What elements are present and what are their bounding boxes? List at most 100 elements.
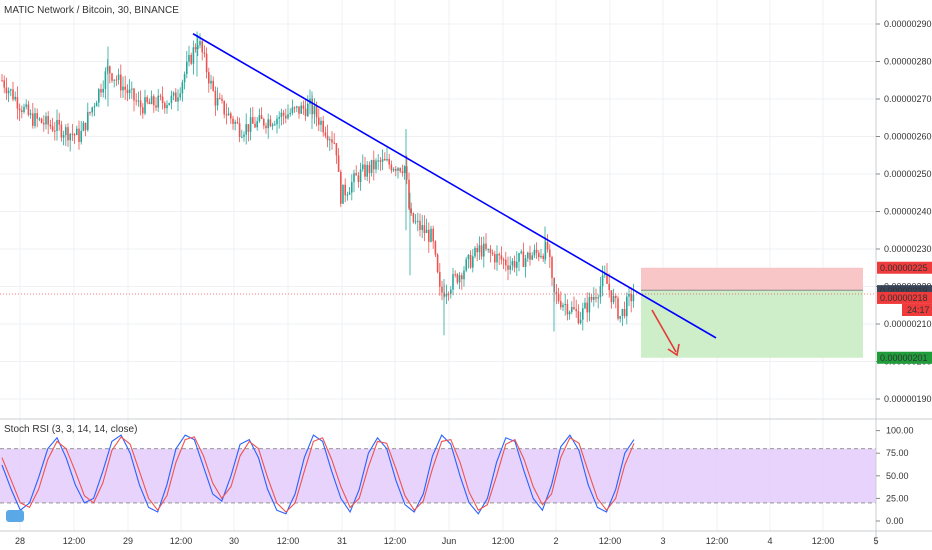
candle-body — [318, 117, 320, 125]
candle-body — [7, 90, 10, 94]
candle-body — [144, 97, 146, 114]
candle-body — [505, 259, 507, 266]
candle-body — [483, 243, 485, 257]
candle-body — [608, 283, 610, 291]
candle-body — [520, 251, 522, 254]
candle-body — [258, 115, 261, 122]
candle-body — [320, 120, 322, 125]
candle-body — [390, 164, 393, 171]
candle-body — [516, 261, 518, 268]
candle-body — [375, 160, 377, 170]
candle-body — [610, 290, 613, 303]
candle-body — [487, 248, 489, 250]
candle-body — [313, 105, 316, 115]
tradingview-logo-icon — [6, 510, 24, 522]
candle-body — [285, 115, 287, 119]
candle-body — [417, 220, 419, 222]
candle-body — [212, 80, 214, 91]
candle-body — [425, 229, 428, 234]
candle-body — [115, 79, 118, 81]
candle-body — [186, 61, 188, 75]
target-price-tag-bg — [877, 351, 932, 364]
candle-body — [304, 108, 307, 117]
forecast-arrowhead — [667, 343, 680, 357]
time-axis-label: 12:00 — [277, 536, 300, 546]
price-axis-label: 0.00000190 — [884, 394, 932, 404]
candle-body — [296, 106, 298, 108]
candle-body — [340, 171, 342, 204]
stop-price-tag: 0.00000225 — [880, 263, 928, 273]
candle-body — [73, 134, 76, 136]
candle-body — [3, 80, 5, 88]
candle-body — [359, 169, 362, 183]
candle-body — [146, 97, 148, 102]
candle-body — [606, 274, 608, 284]
candle-body — [342, 184, 344, 204]
candle-body — [274, 124, 276, 126]
candle-body — [324, 132, 327, 136]
candle-body — [23, 106, 25, 113]
candle-body — [509, 265, 511, 270]
candle-body — [527, 252, 529, 259]
candle-body — [260, 115, 263, 119]
candle-body — [84, 122, 87, 131]
candle-body — [456, 274, 459, 283]
candle-body — [300, 105, 302, 114]
candle-body — [423, 225, 426, 234]
candle-body — [434, 241, 437, 255]
symbol-title[interactable]: MATIC Network / Bitcoin, 30, BINANCE — [4, 5, 179, 16]
candle-body — [27, 104, 30, 115]
candle-body — [32, 113, 34, 126]
candle-body — [573, 307, 575, 310]
time-axis-label: 4 — [767, 536, 772, 546]
candle-body — [45, 116, 47, 125]
candle-body — [513, 260, 516, 268]
candle-body — [386, 158, 388, 161]
candle-body — [439, 272, 441, 287]
candle-body — [5, 87, 8, 94]
candle-body — [95, 102, 98, 107]
candle-body — [450, 289, 452, 294]
candle-body — [100, 89, 102, 93]
candle-body — [124, 86, 126, 90]
price-axis-label: 0.00000240 — [884, 207, 932, 217]
candle-body — [102, 88, 104, 93]
candle-body — [357, 175, 360, 183]
candle-body — [630, 293, 632, 302]
candle-body — [128, 89, 131, 94]
candle-body — [540, 255, 542, 258]
candle-body — [131, 88, 133, 90]
candle-body — [164, 103, 166, 109]
candle-body — [139, 100, 142, 108]
stop-price-tag-bg — [877, 261, 932, 274]
candle-body — [117, 74, 120, 80]
candle-body — [445, 293, 448, 297]
time-axis-label: 12:00 — [384, 536, 407, 546]
candle-body — [542, 255, 544, 259]
candle-body — [335, 143, 338, 156]
stoch-band — [0, 448, 876, 503]
candle-body — [76, 128, 78, 135]
candle-body — [166, 104, 168, 109]
candle-body — [571, 307, 573, 313]
candle-body — [604, 274, 606, 276]
candle-body — [1, 80, 3, 82]
candle-body — [56, 119, 58, 131]
candle-body — [368, 164, 371, 173]
indicator-title[interactable]: Stoch RSI (3, 3, 14, 14, close) — [4, 424, 138, 435]
candle-body — [472, 256, 474, 268]
candle-body — [280, 112, 283, 118]
candle-body — [36, 113, 38, 119]
candle-body — [551, 256, 553, 278]
candle-body — [51, 126, 54, 131]
candle-body — [597, 297, 599, 299]
candle-body — [518, 253, 520, 262]
candle-body — [414, 221, 417, 223]
candle-body — [197, 45, 199, 50]
candle-body — [276, 118, 278, 125]
candle-body — [170, 95, 173, 104]
time-axis-label: 12:00 — [812, 536, 835, 546]
candle-body — [326, 135, 329, 141]
candle-body — [201, 41, 203, 53]
